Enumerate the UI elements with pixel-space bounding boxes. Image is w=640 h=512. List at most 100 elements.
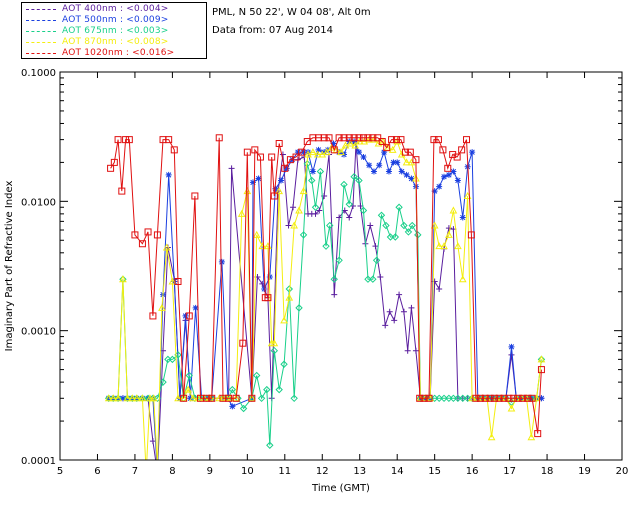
marker-s2-p27 (252, 371, 261, 380)
marker-s1-p15 (182, 312, 189, 319)
marker-s1-p65 (450, 168, 457, 175)
marker-s1-p12 (165, 171, 172, 178)
marker-s1-p83 (538, 395, 545, 402)
marker-s4-p42 (320, 134, 328, 142)
marker-s4-p61 (412, 156, 420, 164)
marker-s4-p16 (185, 312, 193, 320)
marker-s4-p78 (491, 394, 499, 402)
marker-s4-p67 (439, 146, 447, 154)
marker-s4-p15 (180, 394, 188, 402)
legend-swatch-400nm (26, 9, 56, 10)
marker-s3-p59 (388, 145, 397, 153)
marker-s1-p67 (459, 214, 466, 221)
marker-s3-p88 (527, 433, 536, 441)
marker-s3-p15 (174, 394, 182, 402)
marker-s4-p73 (467, 231, 475, 239)
y-tick-label-1: 0.0010 (21, 327, 56, 338)
marker-s0-p30 (279, 151, 286, 158)
marker-s4-p62 (416, 394, 424, 402)
marker-s0-p54 (391, 317, 398, 324)
series-group (104, 134, 546, 476)
y-tick-label-2: 0.0100 (21, 197, 56, 208)
marker-s4-p8 (144, 228, 152, 236)
legend-swatch-870nm (26, 42, 56, 43)
legend-swatch-1020nm (26, 53, 56, 54)
x-tick-label-9: 14 (391, 466, 404, 477)
marker-s2-p72 (459, 394, 467, 402)
marker-s4-p55 (383, 144, 391, 152)
marker-s2-p41 (316, 167, 325, 176)
marker-s2-p47 (345, 200, 353, 208)
marker-s2-p37 (299, 231, 308, 239)
x-tick-label-8: 13 (353, 466, 366, 477)
marker-s3-p0 (104, 394, 113, 402)
series-line-4 (110, 137, 542, 434)
marker-s3-p43 (313, 150, 322, 158)
marker-s3-p17 (184, 385, 192, 393)
marker-s3-p14 (168, 277, 177, 285)
marker-s4-p51 (364, 134, 372, 142)
marker-s4-p63 (420, 394, 428, 402)
marker-s4-p13 (170, 146, 178, 154)
marker-s4-p52 (369, 134, 377, 142)
station-info: PML, N 50 22', W 04 08', Alt 0m (212, 7, 371, 18)
marker-s2-p57 (391, 233, 400, 241)
marker-s1-p32 (289, 156, 296, 163)
marker-s1-p38 (321, 149, 328, 156)
marker-s1-p27 (261, 285, 268, 292)
marker-s4-p7 (138, 240, 146, 248)
marker-s4-p87 (534, 430, 542, 438)
marker-s1-p47 (366, 162, 373, 169)
marker-s4-p39 (303, 138, 311, 146)
marker-s1-p33 (294, 149, 301, 156)
marker-s3-p4 (123, 394, 132, 402)
marker-s2-p13 (168, 355, 177, 364)
marker-s3-p7 (138, 394, 147, 402)
marker-s3-p2 (114, 394, 122, 402)
marker-s4-p37 (292, 153, 300, 161)
marker-s3-p80 (487, 433, 496, 441)
marker-s3-p34 (270, 339, 279, 347)
marker-s1-p61 (431, 188, 438, 195)
marker-s0-p49 (367, 222, 374, 229)
marker-s2-p43 (326, 221, 334, 230)
marker-s2-p55 (382, 221, 390, 230)
marker-s4-p58 (397, 136, 405, 144)
marker-s2-p28 (257, 394, 266, 402)
x-tick-label-12: 17 (503, 466, 516, 477)
marker-s3-p62 (402, 158, 411, 166)
marker-s4-p14 (174, 277, 182, 285)
marker-s1-p50 (381, 149, 388, 156)
legend-label-870nm: AOT 870nm : <0.008> (62, 37, 169, 47)
marker-s3-p71 (445, 230, 453, 238)
marker-s1-p34 (300, 149, 307, 156)
marker-s0-p31 (285, 222, 292, 229)
marker-s1-p64 (445, 171, 452, 178)
marker-s1-p39 (324, 146, 331, 153)
marker-s4-p71 (458, 146, 466, 154)
marker-s1-p36 (309, 168, 316, 175)
series-line-1 (108, 141, 542, 460)
marker-s4-p77 (486, 394, 494, 402)
marker-s3-p9 (146, 394, 154, 402)
marker-s3-p1 (109, 394, 118, 402)
marker-s4-p19 (203, 394, 211, 402)
marker-s3-p13 (162, 243, 171, 251)
marker-s3-p8 (143, 470, 149, 476)
y-tick-label-3: 0.1000 (21, 68, 56, 79)
marker-s4-p12 (165, 136, 173, 144)
marker-s4-p48 (350, 134, 358, 142)
marker-s3-p76 (468, 394, 476, 402)
marker-s4-p1 (110, 158, 118, 166)
marker-s1-p55 (403, 171, 410, 178)
marker-s4-p65 (430, 136, 438, 144)
marker-s3-p22 (215, 394, 224, 402)
marker-s4-p79 (495, 394, 503, 402)
x-tick-label-2: 7 (132, 466, 138, 477)
marker-s2-p45 (335, 256, 343, 265)
marker-s2-p68 (440, 394, 448, 402)
marker-s4-p25 (239, 339, 247, 347)
marker-s1-p17 (192, 304, 199, 311)
x-tick-label-11: 16 (466, 466, 479, 477)
marker-s3-p3 (119, 275, 127, 283)
